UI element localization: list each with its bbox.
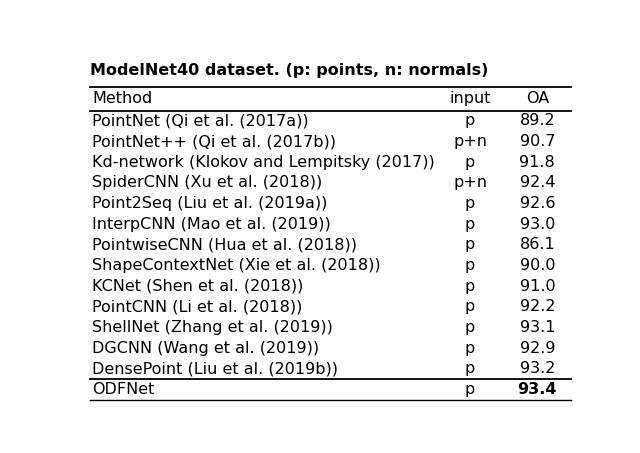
Text: p: p xyxy=(465,217,475,231)
Text: p: p xyxy=(465,320,475,335)
Text: 89.2: 89.2 xyxy=(520,113,555,128)
Text: p: p xyxy=(465,258,475,273)
Text: p: p xyxy=(465,196,475,211)
Text: p: p xyxy=(465,341,475,356)
Text: PointNet (Qi et al. (2017a)): PointNet (Qi et al. (2017a)) xyxy=(92,113,308,128)
Text: 92.9: 92.9 xyxy=(520,341,555,356)
Text: DensePoint (Liu et al. (2019b)): DensePoint (Liu et al. (2019b)) xyxy=(92,361,338,376)
Text: 92.4: 92.4 xyxy=(520,175,555,190)
Text: p: p xyxy=(465,299,475,314)
Text: p+n: p+n xyxy=(453,175,487,190)
Text: p: p xyxy=(465,382,475,397)
Text: 93.4: 93.4 xyxy=(518,382,557,397)
Text: SpiderCNN (Xu et al. (2018)): SpiderCNN (Xu et al. (2018)) xyxy=(92,175,322,190)
Text: 90.0: 90.0 xyxy=(520,258,555,273)
Text: p: p xyxy=(465,237,475,252)
Text: Method: Method xyxy=(92,91,152,106)
Text: p: p xyxy=(465,154,475,170)
Text: Point2Seq (Liu et al. (2019a)): Point2Seq (Liu et al. (2019a)) xyxy=(92,196,327,211)
Text: p: p xyxy=(465,113,475,128)
Text: ShellNet (Zhang et al. (2019)): ShellNet (Zhang et al. (2019)) xyxy=(92,320,333,335)
Text: Kd-network (Klokov and Lempitsky (2017)): Kd-network (Klokov and Lempitsky (2017)) xyxy=(92,154,435,170)
Text: 92.6: 92.6 xyxy=(520,196,555,211)
Text: DGCNN (Wang et al. (2019)): DGCNN (Wang et al. (2019)) xyxy=(92,341,319,356)
Text: ODFNet: ODFNet xyxy=(92,382,154,397)
Text: 92.2: 92.2 xyxy=(520,299,555,314)
Text: 90.7: 90.7 xyxy=(520,134,555,149)
Text: 91.8: 91.8 xyxy=(520,154,556,170)
Text: ShapeContextNet (Xie et al. (2018)): ShapeContextNet (Xie et al. (2018)) xyxy=(92,258,381,273)
Text: p+n: p+n xyxy=(453,134,487,149)
Text: PointNet++ (Qi et al. (2017b)): PointNet++ (Qi et al. (2017b)) xyxy=(92,134,336,149)
Text: p: p xyxy=(465,279,475,294)
Text: KCNet (Shen et al. (2018)): KCNet (Shen et al. (2018)) xyxy=(92,279,303,294)
Text: 93.0: 93.0 xyxy=(520,217,555,231)
Text: 86.1: 86.1 xyxy=(520,237,556,252)
Text: input: input xyxy=(449,91,491,106)
Text: ModelNet40 dataset. (p: points, n: normals): ModelNet40 dataset. (p: points, n: norma… xyxy=(90,63,488,78)
Text: OA: OA xyxy=(525,91,549,106)
Text: PointCNN (Li et al. (2018)): PointCNN (Li et al. (2018)) xyxy=(92,299,302,314)
Text: 91.0: 91.0 xyxy=(520,279,555,294)
Text: PointwiseCNN (Hua et al. (2018)): PointwiseCNN (Hua et al. (2018)) xyxy=(92,237,357,252)
Text: p: p xyxy=(465,361,475,376)
Text: InterpCNN (Mao et al. (2019)): InterpCNN (Mao et al. (2019)) xyxy=(92,217,331,231)
Text: 93.1: 93.1 xyxy=(520,320,555,335)
Text: 93.2: 93.2 xyxy=(520,361,555,376)
